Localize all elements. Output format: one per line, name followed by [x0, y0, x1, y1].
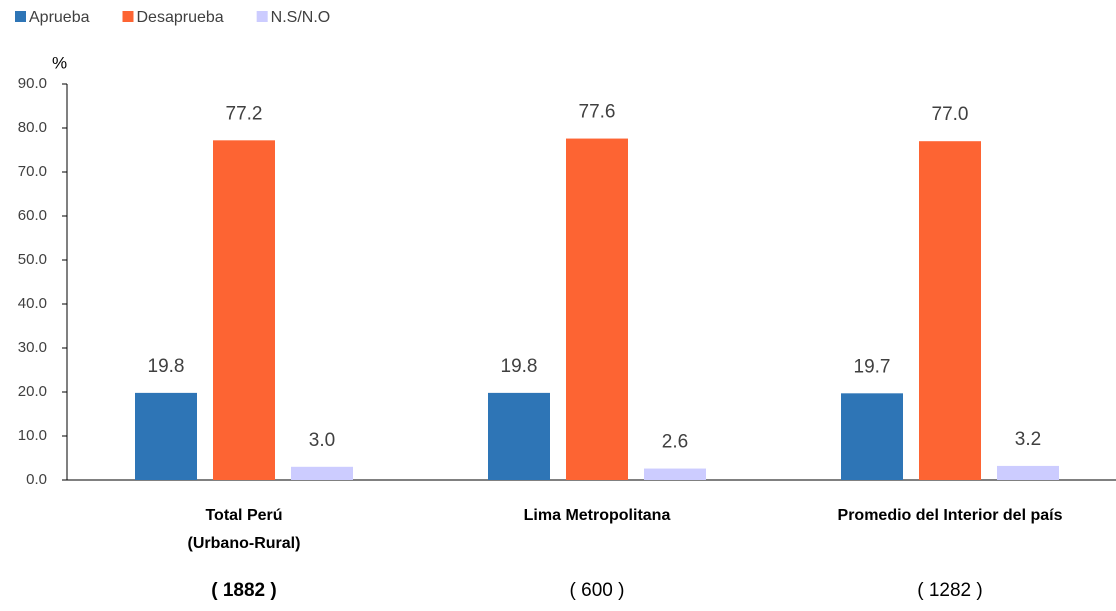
x-tick-label: Promedio del Interior del país	[838, 507, 1063, 524]
legend-swatch	[15, 11, 26, 22]
value-label: 2.6	[662, 432, 688, 453]
legend-label: Desaprueba	[137, 9, 224, 26]
sample-size: ( 1282 )	[917, 580, 982, 601]
bar	[488, 392, 550, 480]
sample-size: ( 600 )	[570, 580, 625, 601]
legend-swatch	[256, 11, 268, 22]
bar	[644, 468, 706, 480]
y-tick-label: 0.0	[26, 471, 47, 488]
y-tick-label: 30.0	[18, 339, 47, 356]
y-axis-label: %	[52, 53, 67, 72]
value-label: 3.2	[1015, 429, 1041, 450]
y-tick-label: 50.0	[18, 251, 47, 268]
y-tick-label: 70.0	[18, 163, 47, 180]
bar	[566, 138, 628, 480]
bar	[841, 393, 903, 480]
x-tick-label: Total Perú	[205, 507, 282, 524]
value-label: 19.7	[854, 356, 891, 377]
value-label: 77.2	[226, 103, 263, 124]
x-tick-label: (Urbano-Rural)	[188, 535, 301, 552]
y-tick-label: 80.0	[18, 119, 47, 136]
y-tick-label: 20.0	[18, 383, 47, 400]
y-tick-label: 10.0	[18, 427, 47, 444]
bar	[291, 466, 353, 480]
legend-label: Aprueba	[29, 9, 90, 26]
value-label: 77.6	[579, 102, 616, 123]
value-label: 19.8	[501, 356, 538, 377]
sample-size: ( 1882 )	[211, 580, 276, 601]
bar	[213, 140, 275, 480]
bar	[135, 392, 197, 480]
y-tick-label: 60.0	[18, 207, 47, 224]
bar	[997, 465, 1059, 480]
value-label: 3.0	[309, 430, 335, 451]
legend-label: N.S/N.O	[271, 9, 331, 26]
y-tick-label: 90.0	[18, 75, 47, 92]
y-tick-label: 40.0	[18, 295, 47, 312]
x-tick-label: Lima Metropolitana	[524, 507, 671, 524]
value-label: 77.0	[932, 104, 969, 125]
bar	[919, 141, 981, 480]
legend-swatch	[122, 11, 134, 22]
value-label: 19.8	[148, 356, 185, 377]
